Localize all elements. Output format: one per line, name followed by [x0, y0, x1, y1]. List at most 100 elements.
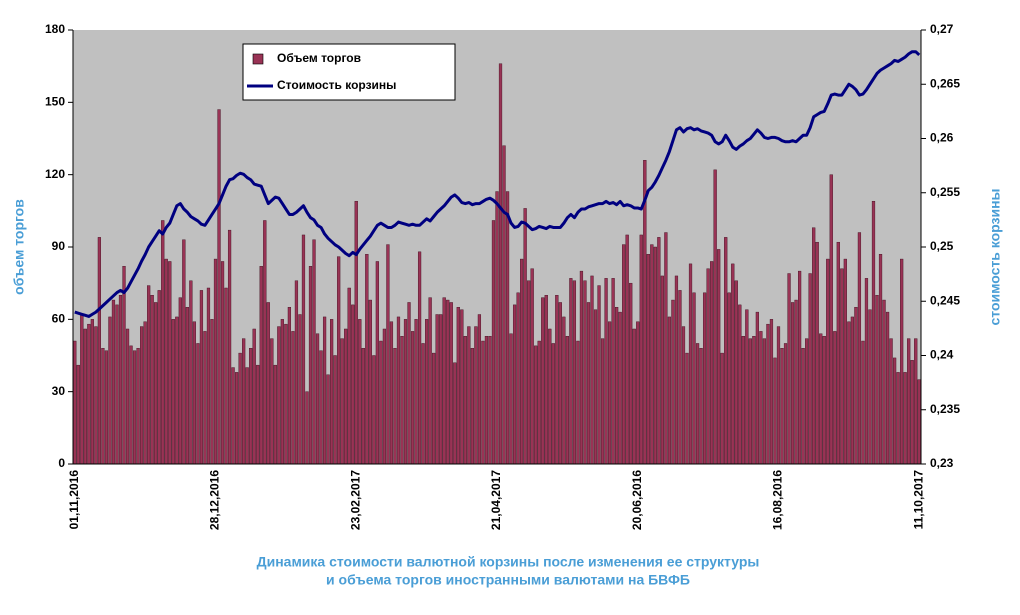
- bar: [671, 299, 675, 465]
- bar: [565, 336, 569, 465]
- bar: [604, 278, 608, 465]
- x-tick-label: 21,04,2017: [489, 470, 503, 530]
- y2-tick-label: 0,23: [930, 456, 954, 470]
- bar: [280, 319, 284, 465]
- bar: [386, 244, 390, 465]
- bar: [315, 333, 320, 465]
- y-tick-label: 150: [45, 95, 65, 109]
- bar: [576, 340, 580, 465]
- bar: [579, 270, 584, 465]
- bar: [819, 333, 823, 465]
- bar: [196, 343, 200, 465]
- bar: [520, 258, 524, 465]
- bar: [850, 316, 854, 465]
- bar: [650, 244, 654, 465]
- bar: [351, 304, 355, 465]
- bar: [449, 302, 453, 465]
- bar: [389, 321, 394, 465]
- bar: [168, 261, 172, 465]
- bar: [393, 348, 397, 465]
- bar: [783, 343, 788, 465]
- bar: [681, 326, 686, 465]
- bar: [590, 275, 594, 465]
- bar: [797, 270, 802, 465]
- bar: [347, 287, 351, 465]
- bar: [505, 191, 510, 465]
- bar: [875, 295, 879, 465]
- bar: [769, 319, 774, 465]
- bar: [808, 273, 812, 465]
- bar: [231, 367, 235, 465]
- bar: [340, 338, 344, 465]
- bar: [333, 355, 337, 465]
- bar: [502, 145, 506, 465]
- bar: [741, 336, 745, 465]
- bar: [227, 229, 232, 465]
- bar: [562, 316, 566, 465]
- bar: [294, 280, 299, 465]
- bar: [907, 338, 911, 465]
- bar: [175, 316, 179, 465]
- bar: [611, 278, 615, 465]
- bar: [147, 285, 151, 465]
- bar: [410, 331, 415, 465]
- bar: [766, 323, 770, 465]
- bar: [660, 275, 664, 465]
- bar: [776, 326, 781, 465]
- bar: [541, 297, 545, 465]
- x-tick-label: 01,11,2016: [67, 470, 81, 530]
- bar: [140, 326, 144, 465]
- x-tick-label: 20,06,2016: [630, 470, 644, 530]
- bar: [157, 290, 161, 465]
- bar: [843, 258, 847, 465]
- bar: [685, 352, 689, 465]
- bar: [544, 295, 548, 465]
- bar: [259, 266, 263, 465]
- y-tick-label: 120: [45, 167, 65, 181]
- bar: [277, 326, 281, 465]
- bar: [896, 372, 900, 465]
- bar: [400, 336, 404, 465]
- bar: [706, 268, 710, 465]
- bar: [558, 302, 562, 465]
- bar: [537, 340, 541, 465]
- bar: [629, 282, 633, 465]
- bar: [572, 280, 577, 465]
- bar: [762, 338, 767, 465]
- bar: [358, 319, 362, 465]
- bar: [414, 319, 418, 465]
- bar: [882, 299, 886, 465]
- bar: [322, 316, 327, 465]
- bar: [97, 237, 101, 465]
- bar: [305, 391, 309, 465]
- y2-tick-label: 0,235: [930, 402, 960, 416]
- bar: [900, 258, 904, 465]
- bar: [664, 232, 668, 465]
- y-tick-label: 30: [52, 384, 66, 398]
- bar: [833, 331, 837, 465]
- bar: [154, 302, 158, 465]
- y-tick-label: 60: [52, 312, 66, 326]
- x-tick-label: 11,10,2017: [911, 470, 925, 530]
- bar: [917, 379, 921, 465]
- bar: [871, 200, 876, 465]
- bar: [213, 258, 218, 465]
- bar: [748, 338, 752, 465]
- bar: [530, 268, 534, 465]
- bar: [491, 220, 496, 465]
- bar: [125, 328, 130, 465]
- bar: [365, 254, 369, 465]
- bar: [115, 304, 119, 465]
- bar: [639, 234, 643, 465]
- bar: [90, 319, 94, 465]
- bar: [790, 302, 795, 465]
- y2-tick-label: 0,26: [930, 131, 954, 145]
- bar: [812, 227, 816, 465]
- bar: [600, 338, 605, 465]
- bar: [773, 357, 777, 465]
- bar: [914, 338, 918, 465]
- bar: [266, 302, 270, 465]
- bar: [794, 299, 798, 465]
- bar: [495, 191, 499, 465]
